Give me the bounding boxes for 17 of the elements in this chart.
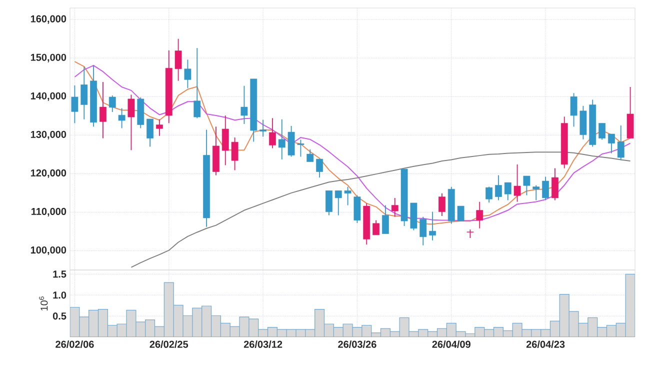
- y-tick-label: 140,000: [30, 92, 66, 101]
- y-tick-label: 160,000: [30, 15, 66, 24]
- x-tick-label: 26/04/09: [432, 340, 470, 348]
- x-tick-label: 26/02/06: [56, 340, 94, 348]
- y-tick-label: 1.5: [53, 270, 66, 278]
- x-tick-label: 26/03/12: [244, 340, 282, 348]
- y-tick-label: 110,000: [32, 208, 66, 216]
- y-tick-label: 0.5: [52, 312, 66, 320]
- y-tick-label: 120,000: [30, 169, 66, 178]
- x-tick-label: 26/02/25: [150, 340, 188, 348]
- x-tick-label: 26/04/23: [526, 340, 565, 348]
- y-tick-label: 150,000: [30, 54, 66, 62]
- y-tick-label: 1.0: [53, 292, 66, 299]
- x-tick-label: 26/03/26: [338, 340, 376, 348]
- y-axis-title: 10$^{6}$: [39, 296, 48, 310]
- y-tick-label: 100,000: [30, 246, 66, 255]
- y-tick-label: 130,000: [30, 130, 66, 140]
